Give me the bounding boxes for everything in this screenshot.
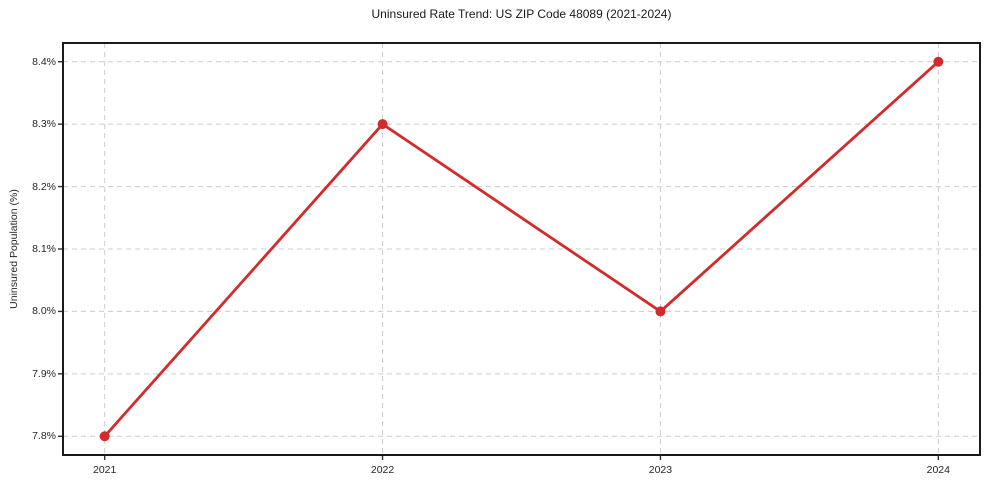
plot-area bbox=[58, 42, 981, 460]
y-tick-label: 8.2% bbox=[32, 180, 56, 193]
x-tick-label: 2024 bbox=[926, 464, 950, 476]
chart-title: Uninsured Rate Trend: US ZIP Code 48089 … bbox=[371, 7, 672, 21]
data-point bbox=[99, 431, 110, 442]
axes-border bbox=[62, 42, 981, 456]
data-point bbox=[377, 119, 388, 130]
y-tick-label: 8.0% bbox=[32, 305, 56, 318]
data-point bbox=[933, 56, 944, 67]
line-chart bbox=[58, 42, 981, 460]
y-tick-label: 8.1% bbox=[32, 243, 56, 255]
x-tick-label: 2023 bbox=[648, 464, 673, 476]
x-tick-label: 2021 bbox=[92, 464, 117, 476]
trend-line bbox=[103, 60, 940, 438]
y-tick-label: 8.4% bbox=[32, 55, 56, 68]
y-tick-label: 7.8% bbox=[32, 430, 56, 443]
x-tick-label: 2022 bbox=[370, 464, 395, 476]
y-tick-label: 7.9% bbox=[32, 367, 56, 380]
data-point bbox=[655, 306, 666, 317]
y-tick-label: 8.3% bbox=[32, 118, 56, 131]
